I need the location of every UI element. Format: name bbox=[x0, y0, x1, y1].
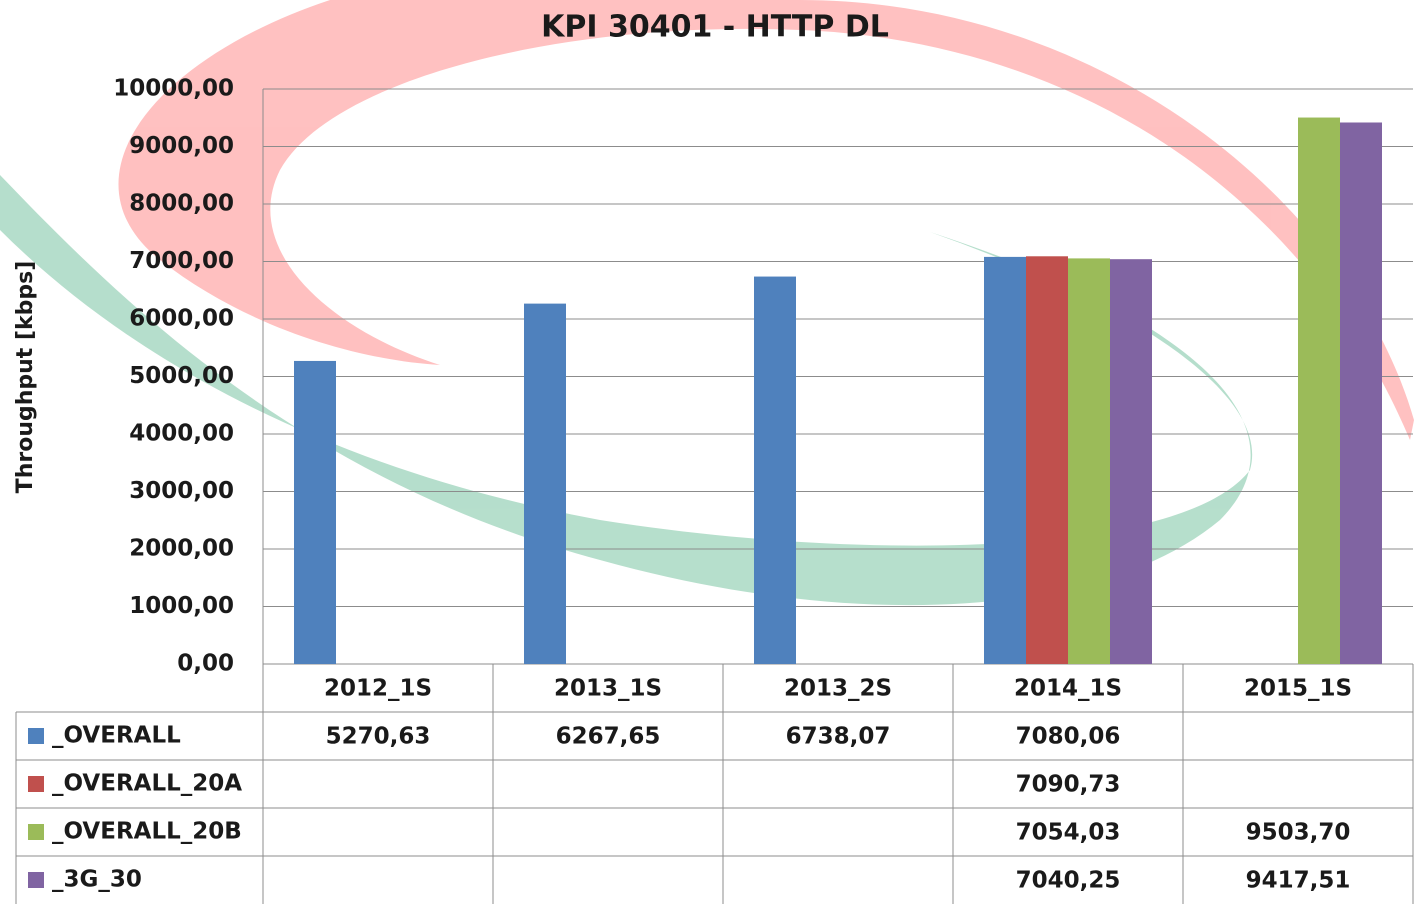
bar bbox=[984, 257, 1026, 664]
y-axis-label: Throughput [kbps] bbox=[13, 261, 38, 494]
bar bbox=[1298, 118, 1340, 664]
legend-label: _3G_30 bbox=[52, 867, 142, 893]
y-tick-label: 10000,00 bbox=[113, 76, 234, 102]
chart: KPI 30401 - HTTP DL Throughput [kbps] 0,… bbox=[0, 0, 1414, 904]
bar bbox=[1340, 122, 1382, 664]
legend-swatch bbox=[28, 776, 44, 792]
legend-swatch bbox=[28, 728, 44, 744]
x-tick-label: 2014_1S bbox=[1014, 676, 1122, 702]
table-value: 7054,03 bbox=[1016, 820, 1121, 846]
bar bbox=[1026, 256, 1068, 664]
legend-swatch bbox=[28, 872, 44, 888]
legend-label: _OVERALL bbox=[52, 723, 181, 749]
y-tick-label: 9000,00 bbox=[129, 133, 234, 159]
y-tick-label: 6000,00 bbox=[129, 306, 234, 332]
x-tick-label: 2013_2S bbox=[784, 676, 892, 702]
x-tick-label: 2013_1S bbox=[554, 676, 662, 702]
bar bbox=[754, 277, 796, 664]
table-value: 5270,63 bbox=[326, 724, 431, 750]
bar bbox=[294, 361, 336, 664]
y-tick-label: 3000,00 bbox=[129, 478, 234, 504]
table-value: 7040,25 bbox=[1016, 868, 1121, 894]
table-value: 6738,07 bbox=[786, 724, 891, 750]
legend-swatch bbox=[28, 824, 44, 840]
bar bbox=[1068, 258, 1110, 664]
y-tick-label: 0,00 bbox=[177, 651, 234, 677]
table-value: 7080,06 bbox=[1016, 724, 1121, 750]
legend-label: _OVERALL_20A bbox=[52, 771, 242, 797]
table-value: 9417,51 bbox=[1246, 868, 1351, 894]
table-value: 7090,73 bbox=[1016, 772, 1121, 798]
y-tick-label: 5000,00 bbox=[129, 363, 234, 389]
chart-title: KPI 30401 - HTTP DL bbox=[541, 10, 889, 45]
bar bbox=[1110, 259, 1152, 664]
table-value: 6267,65 bbox=[556, 724, 661, 750]
legend-label: _OVERALL_20B bbox=[52, 819, 242, 845]
y-tick-label: 1000,00 bbox=[129, 593, 234, 619]
x-tick-label: 2012_1S bbox=[324, 676, 432, 702]
y-tick-label: 2000,00 bbox=[129, 536, 234, 562]
table-value: 9503,70 bbox=[1246, 820, 1351, 846]
y-tick-label: 7000,00 bbox=[129, 248, 234, 274]
y-tick-label: 8000,00 bbox=[129, 191, 234, 217]
bar bbox=[524, 304, 566, 664]
y-tick-label: 4000,00 bbox=[129, 421, 234, 447]
x-tick-label: 2015_1S bbox=[1244, 676, 1352, 702]
